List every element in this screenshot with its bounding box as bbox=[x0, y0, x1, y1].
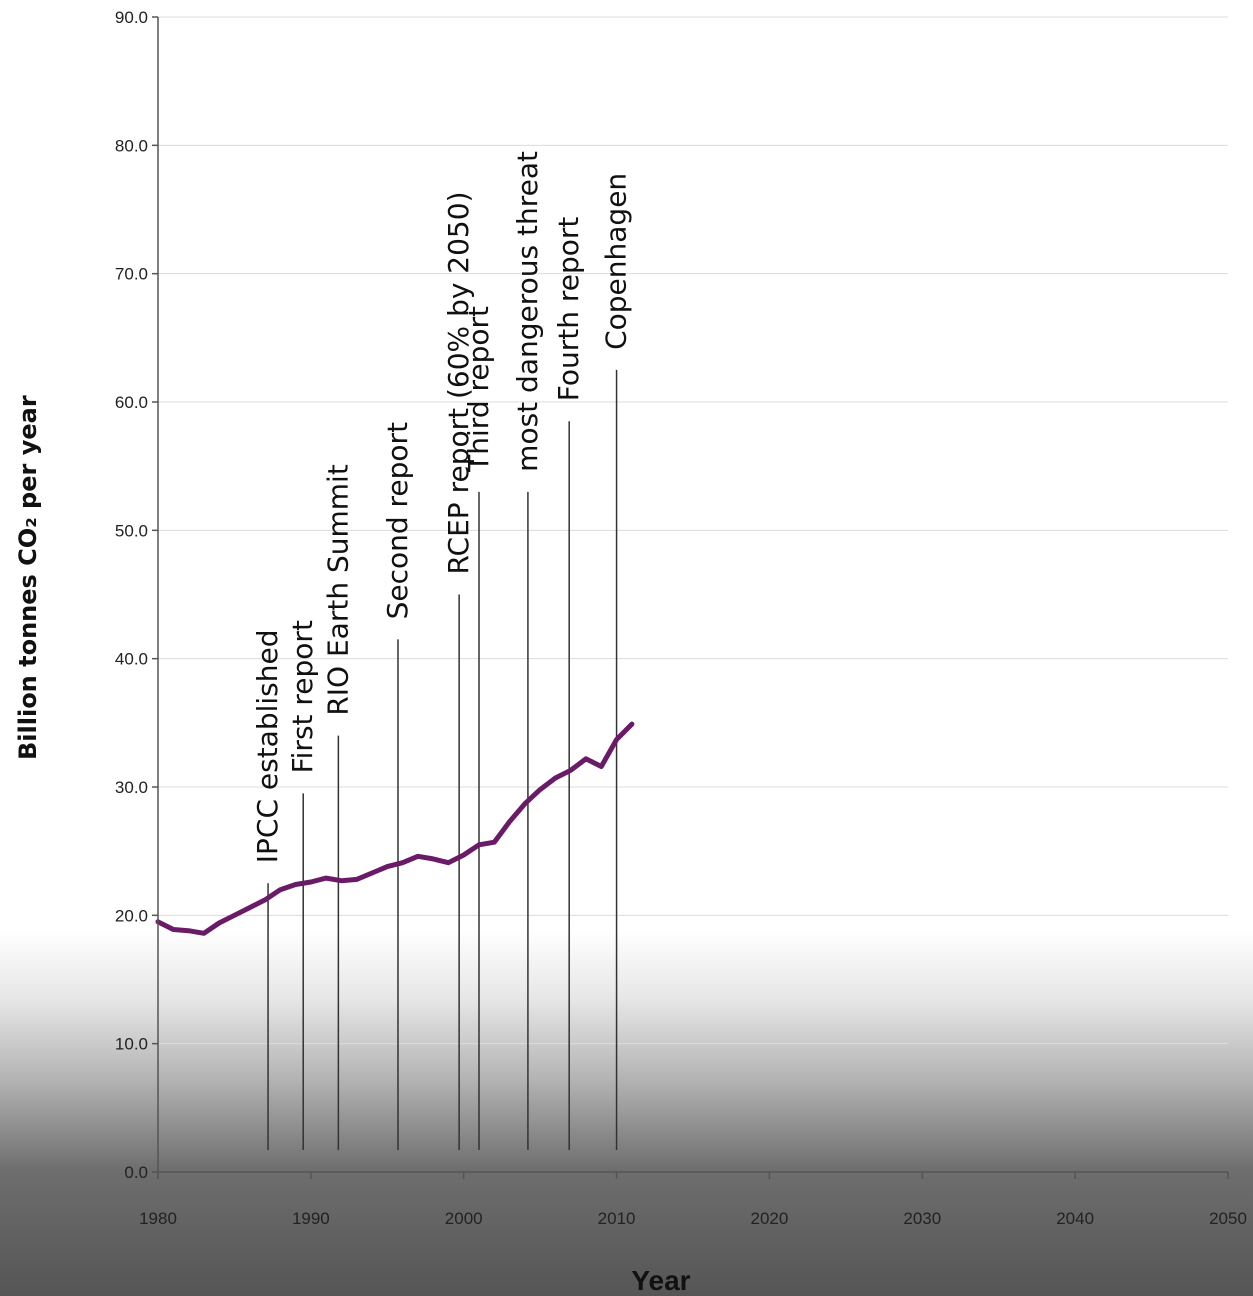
y-axis-title: Billion tonnes CO₂ per year bbox=[14, 395, 42, 760]
y-tick-label: 40.0 bbox=[115, 650, 148, 669]
y-tick-label: 10.0 bbox=[115, 1035, 148, 1054]
x-tick-label: 2000 bbox=[445, 1209, 483, 1228]
y-tick-label: 60.0 bbox=[115, 393, 148, 412]
x-axis-title: Year bbox=[631, 1265, 690, 1296]
y-tick-label: 0.0 bbox=[124, 1163, 148, 1182]
annotation-label: IPCC established bbox=[251, 629, 284, 863]
y-tick-label: 20.0 bbox=[115, 906, 148, 925]
gridlines bbox=[158, 16, 1228, 1045]
y-tick-label: 70.0 bbox=[115, 265, 148, 284]
annotation-label: Fourth report bbox=[552, 217, 585, 402]
axes: 0.0 10.0 20.0 30.0 40.0 50.0 60.0 70.0 80.0 90.0 1… bbox=[115, 8, 1247, 1228]
x-tick-label: 2030 bbox=[903, 1209, 941, 1228]
annotation-label: RCEP report (60% by 2050) bbox=[442, 192, 475, 575]
x-tick-label: 2020 bbox=[751, 1209, 789, 1228]
x-tick-label: 1980 bbox=[139, 1209, 177, 1228]
series-layer bbox=[155, 721, 635, 936]
annotation-label: RIO Earth Summit bbox=[321, 464, 354, 715]
x-tick-label: 1990 bbox=[292, 1209, 330, 1228]
y-tick-label: 50.0 bbox=[115, 521, 148, 540]
y-tick-label: 90.0 bbox=[115, 8, 148, 27]
annotation-label: First report bbox=[286, 620, 319, 773]
annotation-label: most dangerous threat bbox=[511, 151, 544, 472]
series-line bbox=[155, 721, 635, 936]
annotations: IPCC established First report RIO Earth Su… bbox=[251, 151, 633, 1150]
x-tick-label: 2040 bbox=[1056, 1209, 1094, 1228]
x-tick-label: 2050 bbox=[1209, 1209, 1247, 1228]
annotation-label: Copenhagen bbox=[600, 173, 633, 350]
y-tick-label: 80.0 bbox=[115, 136, 148, 155]
y-tick-label: 30.0 bbox=[115, 778, 148, 797]
annotation-label: Second report bbox=[381, 422, 414, 619]
x-tick-label: 2010 bbox=[598, 1209, 636, 1228]
annotation-label: Third report bbox=[462, 306, 495, 473]
